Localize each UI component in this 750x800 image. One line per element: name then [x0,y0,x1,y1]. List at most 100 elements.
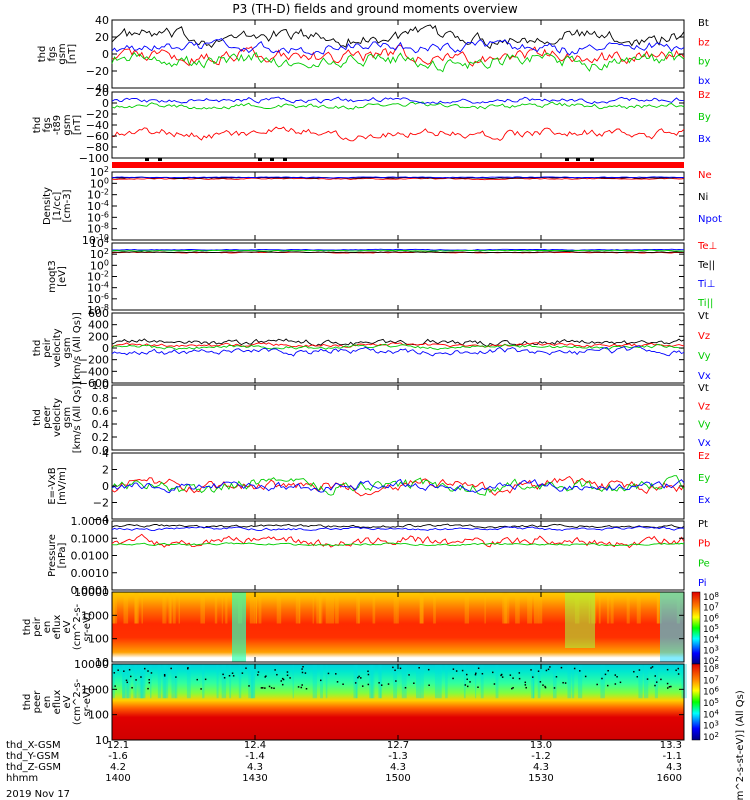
heatmap-dot [327,672,330,675]
heatmap-streak [329,592,335,624]
y-tick-label: 100 [90,258,109,272]
y-axis-label: thd [32,117,43,134]
legend-entry: Ni [698,192,708,203]
heatmap-streak [531,664,534,699]
heatmap-streak [186,664,191,699]
colorbar-tick-label: 105 [703,697,719,709]
heatmap-streak [172,592,176,624]
heatmap-streak [504,592,510,624]
legend-entry: Bx [698,134,711,145]
heatmap-dot [297,686,300,688]
heatmap-streak [133,664,137,699]
y-tick-label: −4 [93,513,109,526]
heatmap-streak [171,664,177,699]
heatmap-dot [131,686,133,689]
heatmap-dot [493,683,496,685]
heatmap-dot [604,673,607,676]
heatmap-dot [518,677,521,680]
colorbar-tick-label: 103 [703,644,719,656]
heatmap-dot [512,677,514,679]
heatmap-dot [660,678,662,681]
series-Ti|| [111,249,685,252]
y-axis-label: en [42,696,53,709]
heatmap-streak [168,592,171,624]
y-tick-label: 0 [102,480,109,493]
heatmap-streak [502,592,505,624]
footer-value: 12.1 [107,740,129,751]
footer-value: 4.3 [390,762,406,773]
heatmap-streak [138,664,143,699]
heatmap-streak [378,664,383,699]
heatmap-dot [633,670,635,673]
y-tick-label: −200 [79,354,109,367]
y-tick-label: 0.0 [92,444,110,457]
heatmap-dot [614,674,617,676]
y-tick-label: −20 [86,108,109,121]
y-tick-label: 10000 [74,658,109,671]
series-Vz [112,342,685,348]
y-axis-label: fgs [47,46,58,61]
heatmap-dot [545,669,548,672]
y-tick-label: 20 [95,86,109,99]
heatmap-dot [573,667,576,670]
heatmap-streak [254,592,258,624]
y-tick-label: 102 [90,247,109,261]
y-axis-label: (cm^2-s- [72,603,83,650]
y-axis-label: thd [32,340,43,357]
heatmap-streak [249,592,255,624]
panel-fgs_gsm_dipole: 200−20−40−60−80−100 thd fgs -t89 gsm [nT] Bz By… [32,86,711,165]
y-tick-label: −40 [86,82,109,95]
heatmap-streak [434,664,439,699]
heatmap-dot [143,667,146,670]
heatmap-streak [353,664,358,699]
panel-peer_velocity: 1.00.80.60.40.20.0 thd peer velocity gsm [km/… [32,379,711,457]
heatmap-dot [223,677,226,679]
legend-entry: By [698,112,711,123]
heatmap-dot [511,687,513,690]
heatmap-dot [666,682,669,685]
footer-value: 4.3 [533,762,549,773]
y-tick-label: 10-6 [87,210,109,224]
heatmap-dot [547,668,550,671]
heatmap-dot [677,673,680,675]
flag-marker [258,158,262,161]
legend-entry: Vx [698,371,711,382]
footer-value: 1530 [528,773,553,784]
series-Ex [111,478,685,494]
heatmap-dot [677,667,680,670]
series-Pi [111,526,685,532]
legend-entry: Ne [698,170,712,181]
y-axis-label: -t89 [52,115,63,135]
heatmap-streak [654,664,658,699]
heatmap-streak [312,592,314,624]
y-axis-label: [nT] [72,115,83,135]
heatmap-streak [292,664,294,699]
heatmap-dot [455,670,458,672]
y-axis-label: thd [22,694,33,711]
flag-marker [565,158,569,161]
heatmap-dot [481,672,484,675]
footer-value: 4.3 [666,762,682,773]
heatmap-dot [286,671,289,673]
y-tick-label: 600 [88,307,109,320]
y-axis-label: gsm [62,337,73,358]
heatmap-dot [537,670,540,672]
heatmap-dot [148,681,151,684]
footer-value: 12.7 [387,740,409,751]
heatmap-dot [464,684,467,686]
heatmap-dot [651,666,654,668]
heatmap-dot [670,685,672,688]
heatmap-streak [420,664,424,699]
heatmap-dot [395,680,397,682]
panel-frame [111,520,685,591]
heatmap-dot [542,684,544,686]
heatmap-streak [537,664,541,699]
heatmap-event [660,592,684,662]
heatmap-dot [544,686,547,689]
heatmap-streak [552,664,557,699]
heatmap-streak [438,664,442,699]
y-axis-label: velocity [52,328,63,367]
y-tick-label: 10000 [74,586,109,599]
y-axis-label: [nPa] [57,542,68,568]
